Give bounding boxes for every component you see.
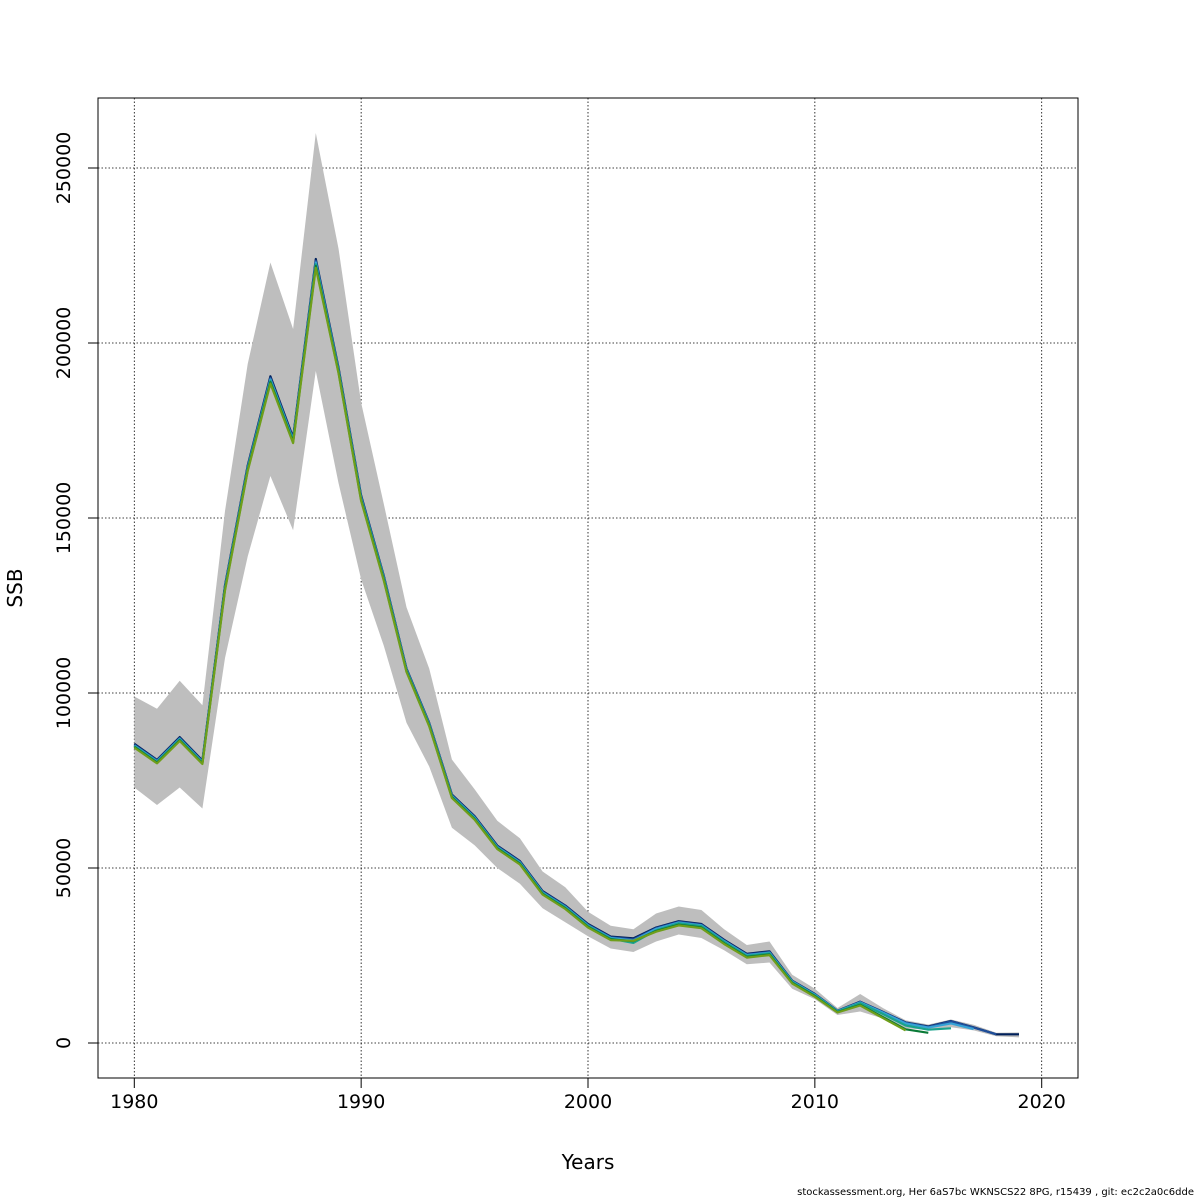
footer-credit: stockassessment.org, Her 6aS7bc WKNSCS22… [797,1187,1194,1198]
x-tick-label: 2010 [791,1091,839,1113]
y-tick-label: 250000 [53,132,75,205]
grid-layer [98,98,1078,1078]
y-axis-label: SSB [3,568,27,607]
series-line-6 [133,266,907,1032]
series-layer [133,257,1019,1036]
x-axis-label: Years [561,1150,615,1174]
x-tick-label: 1990 [337,1091,385,1113]
x-tick-label: 2000 [564,1091,612,1113]
confidence-band [134,133,1020,1038]
y-tick-label: 0 [53,1037,75,1049]
y-tick-label: 100000 [53,657,75,730]
confidence-band-layer [134,133,1020,1038]
x-tick-label: 1980 [110,1091,158,1113]
y-axis: 0 50000 100000 150000 200000 250000 [53,132,99,1049]
x-tick-label: 2020 [1018,1091,1066,1113]
x-axis: 1980 1990 2000 2010 2020 [110,1077,1066,1113]
y-tick-label: 200000 [53,307,75,380]
y-tick-label: 50000 [53,838,75,898]
y-tick-label: 150000 [53,482,75,555]
